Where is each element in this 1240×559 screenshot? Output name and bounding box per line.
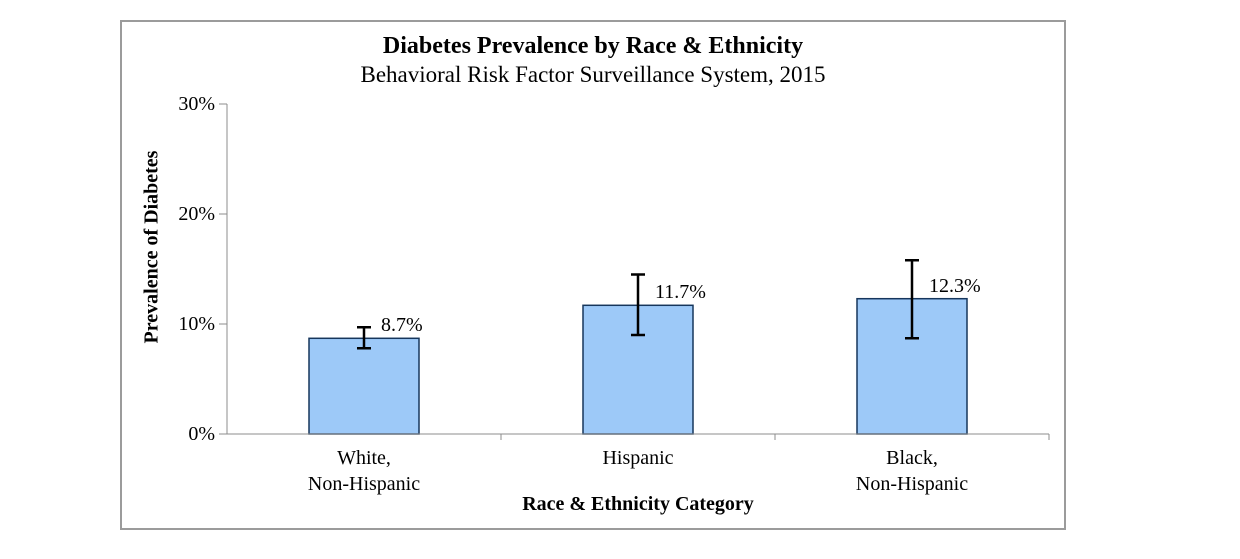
bar-data-label-0: 8.7% xyxy=(381,314,423,337)
bar-data-label-1: 11.7% xyxy=(655,281,706,304)
chart-title: Diabetes Prevalence by Race & Ethnicity xyxy=(382,33,804,59)
bar-data-label-2: 12.3% xyxy=(929,274,981,297)
category-label-0: White, Non-Hispanic xyxy=(227,445,501,497)
category-label-0-line-1: Non-Hispanic xyxy=(307,473,421,495)
category-label-2: Black, Non-Hispanic xyxy=(775,445,1049,497)
category-label-2-line-0: Black, xyxy=(886,447,938,469)
chart-subtitle: Behavioral Risk Factor Surveillance Syst… xyxy=(360,62,826,87)
y-tick-label-2: 20% xyxy=(178,203,215,225)
category-label-2-line-1: Non-Hispanic xyxy=(855,473,969,495)
y-tick-label-3: 30% xyxy=(178,93,215,115)
y-tick-label-0: 0% xyxy=(188,423,215,445)
category-label-1: Hispanic xyxy=(501,445,775,471)
y-tick-label-1: 10% xyxy=(178,313,215,335)
category-label-0-line-0: White, xyxy=(337,447,391,469)
category-label-1-line-0: Hispanic xyxy=(602,447,674,469)
x-axis-title: Race & Ethnicity Category xyxy=(522,493,754,515)
